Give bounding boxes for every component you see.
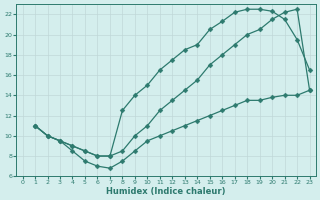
X-axis label: Humidex (Indice chaleur): Humidex (Indice chaleur) — [106, 187, 226, 196]
